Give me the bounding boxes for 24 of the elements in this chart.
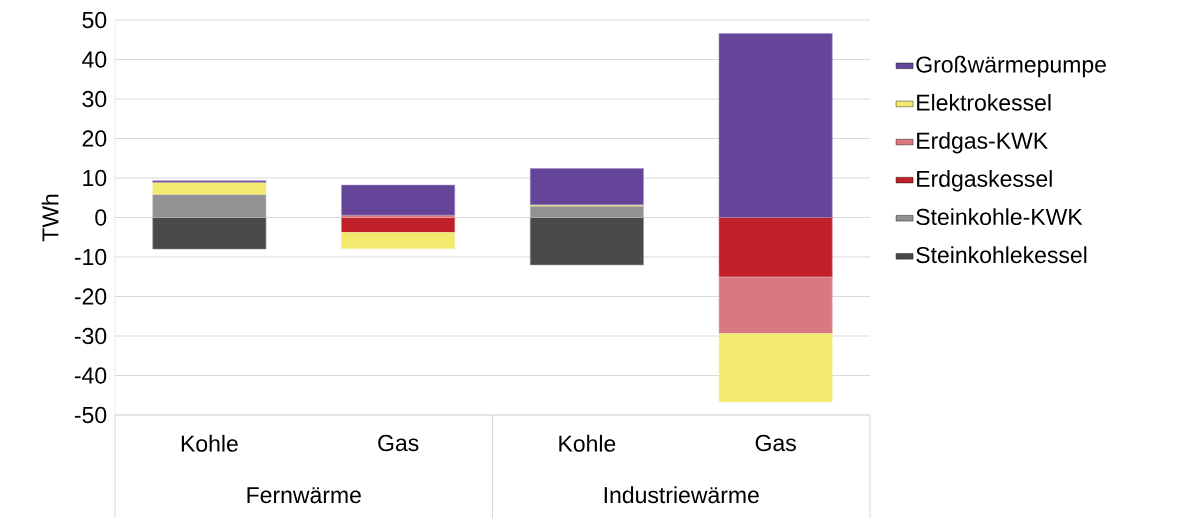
y-axis-title: TWh bbox=[41, 194, 59, 242]
legend-label: Erdgas-KWK bbox=[917, 131, 1048, 154]
y-tick-label: -30 bbox=[74, 327, 107, 344]
y-tick-label: -20 bbox=[74, 288, 107, 305]
y-tick-label: -10 bbox=[74, 248, 107, 265]
y-tick-label: 10 bbox=[83, 169, 107, 186]
y-tick-label: 20 bbox=[82, 130, 107, 147]
x-tick-label: Kohle bbox=[181, 434, 238, 452]
legend-label: Steinkohlekessel bbox=[916, 246, 1087, 263]
legend-label: Erdgaskessel bbox=[917, 169, 1052, 192]
y-tick-label: 40 bbox=[82, 51, 107, 68]
legend-label: Großwärmepumpe bbox=[916, 55, 1106, 78]
y-tick-label: -40 bbox=[74, 367, 107, 384]
y-tick-label: 30 bbox=[82, 90, 107, 107]
y-tick-label: -50 bbox=[74, 406, 107, 423]
legend-label: Steinkohle-KWK bbox=[916, 207, 1083, 225]
x-tick-label: Gas bbox=[755, 434, 796, 451]
y-tick-label: 0 bbox=[95, 209, 107, 226]
x-tick-label: Kohle bbox=[559, 434, 616, 452]
x-tick-label: Gas bbox=[378, 434, 419, 451]
text: Fernwärme bbox=[247, 486, 361, 504]
y-tick-label: 50 bbox=[82, 11, 107, 28]
text: Industriewärme bbox=[604, 486, 759, 504]
legend-label: Elektrokessel bbox=[917, 93, 1051, 111]
